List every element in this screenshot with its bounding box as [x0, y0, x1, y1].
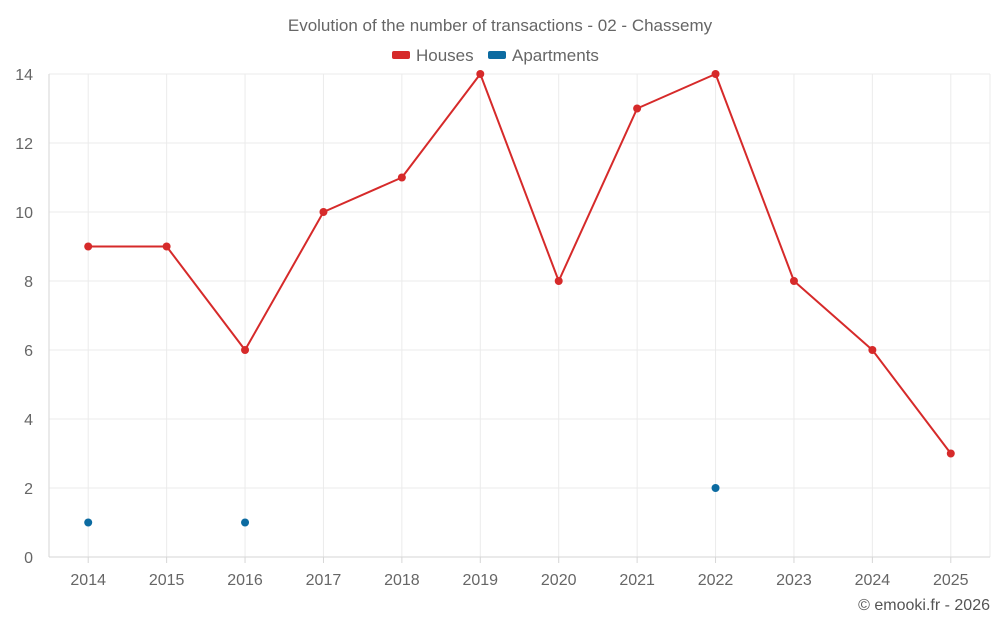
data-point-houses[interactable]	[868, 346, 877, 354]
legend-item-houses[interactable]: Houses	[392, 46, 474, 65]
legend-label-apartments: Apartments	[512, 46, 599, 65]
legend: Houses Apartments	[392, 46, 599, 65]
axes	[48, 74, 990, 563]
y-tick-label: 12	[15, 136, 33, 153]
x-axis-labels: 2014 2015 2016 2017 2018 2019 2020 2021 2022 2023…	[70, 572, 968, 589]
x-tick-label: 2016	[227, 572, 263, 589]
data-point-apartments[interactable]	[711, 484, 720, 492]
chart-title: Evolution of the number of transactions …	[288, 16, 713, 35]
y-tick-label: 6	[24, 343, 33, 360]
series-line-houses	[88, 73, 952, 455]
y-tick-label: 0	[24, 550, 33, 567]
data-point-houses[interactable]	[319, 208, 328, 216]
x-tick-label: 2021	[619, 572, 655, 589]
legend-swatch-houses	[392, 51, 410, 59]
x-tick-label: 2020	[541, 572, 577, 589]
x-tick-label: 2015	[149, 572, 185, 589]
x-tick-label: 2025	[933, 572, 969, 589]
series-layer	[84, 70, 955, 527]
data-point-houses[interactable]	[633, 104, 642, 113]
y-tick-label: 14	[15, 67, 33, 84]
x-tick-label: 2024	[855, 572, 891, 589]
legend-label-houses: Houses	[416, 46, 474, 65]
data-point-houses[interactable]	[476, 70, 485, 78]
series-houses	[84, 70, 955, 458]
y-tick-label: 2	[24, 481, 33, 498]
data-point-houses[interactable]	[789, 277, 798, 285]
credit-text: © emooki.fr - 2026	[858, 597, 990, 614]
x-tick-label: 2014	[70, 572, 106, 589]
data-point-houses[interactable]	[946, 449, 955, 458]
series-apartments	[84, 484, 720, 527]
y-axis-labels: 0 2 4 6 8 10 12 14	[15, 67, 33, 567]
x-tick-label: 2018	[384, 572, 420, 589]
y-tick-label: 8	[24, 274, 33, 291]
grid	[49, 73, 991, 557]
data-point-houses[interactable]	[397, 173, 406, 182]
x-tick-label: 2019	[462, 572, 498, 589]
data-point-houses[interactable]	[162, 242, 171, 251]
x-tick-label: 2023	[776, 572, 812, 589]
data-point-apartments[interactable]	[241, 518, 250, 527]
data-point-houses[interactable]	[84, 242, 93, 251]
legend-item-apartments[interactable]: Apartments	[488, 46, 599, 65]
x-tick-label: 2017	[306, 572, 342, 589]
data-point-houses[interactable]	[554, 277, 563, 285]
data-point-houses[interactable]	[241, 346, 250, 354]
y-tick-label: 4	[24, 412, 33, 429]
legend-swatch-apartments	[488, 51, 506, 59]
data-point-houses[interactable]	[711, 70, 720, 78]
data-point-apartments[interactable]	[84, 518, 93, 527]
y-tick-label: 10	[15, 205, 33, 222]
x-tick-label: 2022	[698, 572, 734, 589]
